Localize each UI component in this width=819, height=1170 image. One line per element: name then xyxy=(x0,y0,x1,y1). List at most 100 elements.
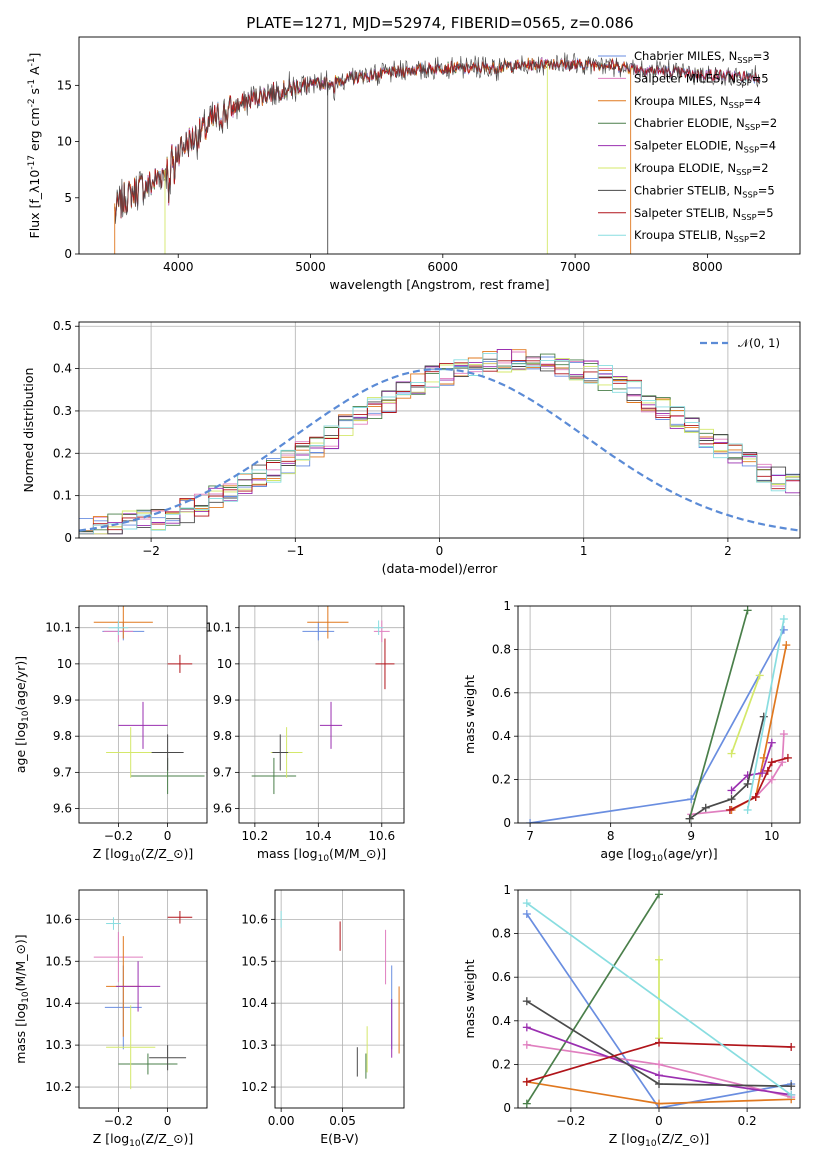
weight-line xyxy=(529,629,785,823)
x-tick-label: 0.00 xyxy=(268,1114,295,1128)
x-axis-label: Z [log10(Z/Z_⊙)] xyxy=(93,846,194,864)
weight-line xyxy=(731,644,788,811)
y-tick-label: 9.7 xyxy=(53,765,72,779)
plot-area-residuals xyxy=(79,349,800,538)
y-tick-label: 0.8 xyxy=(492,642,511,656)
x-tick-label: 8 xyxy=(607,829,615,843)
legend-label: Salpeter ELODIE, NSSP=4 xyxy=(634,139,776,155)
legend-label: Salpeter STELIB, NSSP=5 xyxy=(634,206,774,222)
axes-frame xyxy=(78,321,801,539)
x-axis-label: (data-model)/error xyxy=(382,561,499,576)
weight-line xyxy=(526,902,792,1096)
y-tick-label: 9.9 xyxy=(53,693,72,707)
x-tick-label: 0.05 xyxy=(329,1114,356,1128)
x-axis-label: Z [log10(Z/Z_⊙)] xyxy=(609,1131,710,1149)
axes-frame xyxy=(78,36,801,255)
y-axis-label: mass weight xyxy=(462,959,477,1038)
y-tick-label: 1 xyxy=(503,883,511,897)
y-tick-label: 0 xyxy=(64,247,72,261)
x-tick-label: −0.2 xyxy=(104,829,133,843)
y-tick-label: 0.6 xyxy=(492,686,511,700)
normal-curve xyxy=(79,367,800,532)
y-tick-label: 10.5 xyxy=(45,954,72,968)
plot-area-weight_vs_age xyxy=(526,606,792,823)
panel-mass_vs_Z: −0.2 0 10.2 10.3 10.4 10.5 10.6 Z [log10(Z/Z_⊙)… xyxy=(13,889,208,1149)
y-tick-label: 9.7 xyxy=(213,765,232,779)
x-tick-label: 4000 xyxy=(163,260,194,274)
histogram-salpeter_stelib xyxy=(79,359,800,538)
axes-frame xyxy=(274,889,405,1109)
y-tick-label: 0.6 xyxy=(492,970,511,984)
y-tick-label: 15 xyxy=(57,78,72,92)
axes-frame xyxy=(78,605,208,824)
y-tick-label: 10.1 xyxy=(45,621,72,635)
y-tick-label: 0 xyxy=(64,531,72,545)
y-tick-label: 10.6 xyxy=(45,912,72,926)
axes-frame xyxy=(517,889,801,1109)
x-tick-label: 5000 xyxy=(295,260,326,274)
y-tick-label: 1 xyxy=(503,599,511,613)
axes-frame xyxy=(238,605,405,824)
x-tick-label: 10 xyxy=(764,829,779,843)
x-axis-label: Z [log10(Z/Z_⊙)] xyxy=(93,1131,194,1149)
panel-mass_vs_EBV: 0.00 0.05 10.2 10.3 10.4 10.5 10.6 E(B-V) xyxy=(241,889,405,1146)
y-tick-label: 10.4 xyxy=(45,996,72,1010)
y-tick-label: 10.5 xyxy=(241,954,268,968)
panel-spectrum: 4000 5000 6000 7000 8000 0 5 10 15 wavelength [An… xyxy=(27,36,801,292)
x-tick-label: 6000 xyxy=(428,260,459,274)
y-tick-label: 10.3 xyxy=(241,1038,268,1052)
weight-line xyxy=(689,716,765,820)
y-axis-label: mass [log10(M/M_⊙)] xyxy=(13,934,31,1063)
x-tick-label: 0 xyxy=(655,1114,663,1128)
y-tick-label: 10.4 xyxy=(241,996,268,1010)
x-tick-label: −0.2 xyxy=(104,1114,133,1128)
x-tick-label: 8000 xyxy=(692,260,723,274)
weight-line xyxy=(730,675,761,754)
spectrum-line xyxy=(114,52,761,224)
y-tick-label: 9.6 xyxy=(53,802,72,816)
y-tick-label: 9.6 xyxy=(213,802,232,816)
weight-line xyxy=(746,618,785,811)
x-tick-label: 0.2 xyxy=(738,1114,757,1128)
legend-label: Chabrier MILES, NSSP=3 xyxy=(634,49,770,65)
axes-frame xyxy=(78,889,208,1109)
plot-area-mass_vs_Z xyxy=(93,910,193,1090)
figure-title: PLATE=1271, MJD=52974, FIBERID=0565, z=0… xyxy=(246,14,633,32)
y-axis-label: Normed distribution xyxy=(21,368,36,493)
legend-label: Chabrier ELODIE, NSSP=2 xyxy=(634,116,777,132)
y-tick-label: 10.2 xyxy=(241,1080,268,1094)
weight-line xyxy=(526,913,792,1108)
x-tick-label: 2 xyxy=(724,544,732,558)
legend-label: Kroupa ELODIE, NSSP=2 xyxy=(634,161,769,177)
plot-area-age_vs_Z xyxy=(93,606,205,795)
y-tick-label: 0.3 xyxy=(53,404,72,418)
x-tick-label: 10.2 xyxy=(242,829,269,843)
legend-label: Kroupa MILES, NSSP=4 xyxy=(634,94,761,110)
y-tick-label: 0.4 xyxy=(492,729,511,743)
y-tick-label: 9.9 xyxy=(213,693,232,707)
x-tick-label: 0 xyxy=(436,544,444,558)
legend-label: 𝒩(0, 1) xyxy=(738,336,780,350)
x-tick-label: −1 xyxy=(286,544,304,558)
x-axis-label: mass [log10(M/M_⊙)] xyxy=(257,846,386,864)
y-tick-label: 0.5 xyxy=(53,319,72,333)
panel-weight_vs_Z: −0.2 0 0.2 0 0.2 0.4 0.6 0.8 1 Z [log10(Z/Z_⊙)] ma… xyxy=(462,883,801,1149)
plot-area-weight_vs_Z xyxy=(522,890,796,1108)
panel-age_vs_Z: −0.2 0 9.6 9.7 9.8 9.9 10 10.1 Z [log10(Z/Z_⊙)] a… xyxy=(13,605,208,864)
y-tick-label: 10.3 xyxy=(45,1038,72,1052)
y-tick-label: 10.2 xyxy=(45,1080,72,1094)
y-tick-label: 0.2 xyxy=(53,446,72,460)
y-tick-label: 10 xyxy=(217,657,232,671)
y-tick-label: 0.1 xyxy=(53,489,72,503)
y-tick-label: 0.8 xyxy=(492,927,511,941)
x-axis-label: E(B-V) xyxy=(320,1131,359,1146)
x-tick-label: 7 xyxy=(526,829,534,843)
legend: Chabrier MILES, NSSP=3 Salpeter MILES, NS… xyxy=(598,49,777,244)
y-tick-label: 0.4 xyxy=(53,362,72,376)
plot-area-spectrum xyxy=(114,52,761,254)
weight-line xyxy=(691,733,785,816)
y-tick-label: 0 xyxy=(503,816,511,830)
weight-line xyxy=(526,893,660,1105)
y-tick-label: 10 xyxy=(57,135,72,149)
y-tick-label: 0.4 xyxy=(492,1014,511,1028)
